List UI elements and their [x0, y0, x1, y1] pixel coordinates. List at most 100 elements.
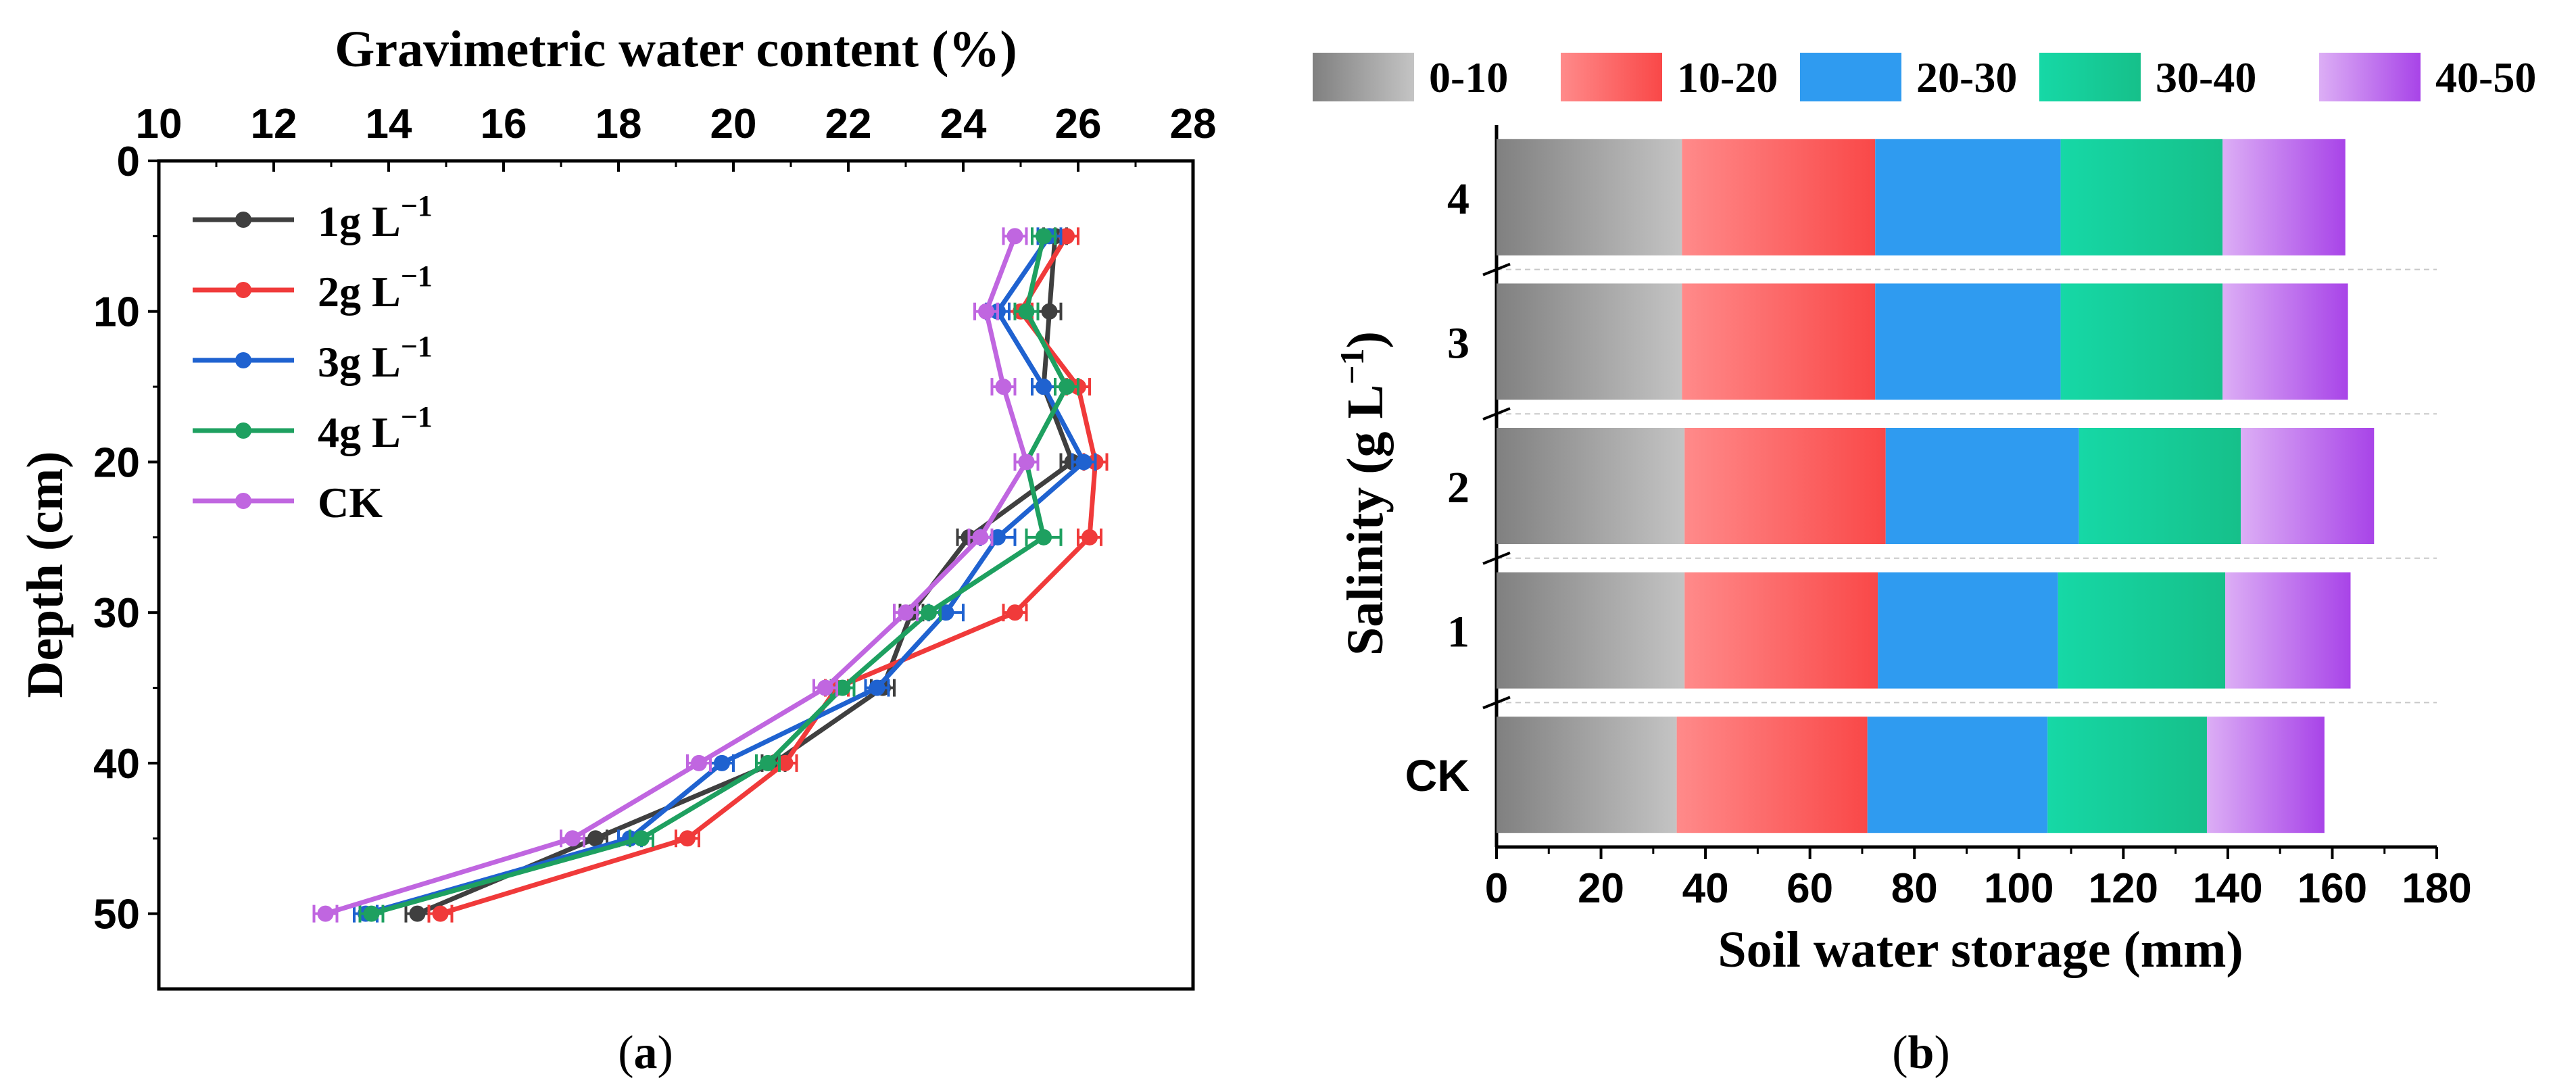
legend-label-sup-3g-l: −1 [401, 330, 433, 363]
data-point-4g-l [760, 754, 776, 771]
x-tick-group-b: 0 20 40 60 80 100 120 140 160 180 [1485, 847, 2472, 912]
legend-swatch-30-40 [2039, 53, 2141, 101]
x-axis-title-a: Gravimetric water content (%) [335, 21, 1017, 78]
data-point-1g-l [1041, 303, 1058, 320]
series-line-4g-l [370, 235, 1069, 917]
y-tick-label-a-50: 50 [93, 892, 140, 938]
legend-label-1g-l: 1g L−1 [318, 189, 433, 245]
data-point-ck [817, 679, 833, 696]
x-tick-group-a: 10 12 14 16 18 20 22 24 26 28 [136, 101, 1216, 172]
panel-label-b: (b) [1892, 1027, 1950, 1079]
legend-label-40-50: 40-50 [2435, 53, 2536, 101]
data-point-ck [972, 529, 989, 546]
y-tick-label-a-40: 40 [93, 741, 140, 788]
y-axis-title-b-main: Salinity (g L [1337, 385, 1394, 656]
x-tick-label-b-40: 40 [1682, 865, 1729, 912]
x-tick-label-a-10: 10 [136, 101, 183, 147]
legend-swatch-40-50 [2319, 53, 2421, 101]
data-point-2g-l [1082, 529, 1098, 546]
data-point-3g-l [1075, 454, 1092, 470]
data-point-1g-l [587, 830, 604, 847]
legend-marker-4g-l [235, 422, 251, 439]
panel-label-a-close: ) [658, 1027, 673, 1079]
category-label-ck: CK [1405, 750, 1470, 800]
data-point-ck [898, 604, 914, 621]
y-axis-title-b: Salinity (g L−1) [1333, 331, 1394, 656]
category-label-1: 1 [1447, 608, 1469, 657]
bar-4-40-50 [2222, 139, 2346, 256]
data-point-1g-l [409, 905, 426, 922]
y-tick-label-a-20: 20 [93, 439, 140, 486]
bar-4-20-30 [1875, 139, 2061, 256]
x-tick-label-a-18: 18 [596, 101, 642, 147]
x-tick-label-a-22: 22 [825, 101, 872, 147]
bar-1-40-50 [2225, 572, 2351, 689]
axis-break-mark [1482, 696, 1511, 710]
bar-1-10-20 [1684, 572, 1878, 689]
data-point-4g-l [1018, 303, 1035, 320]
axis-break-mark [1482, 407, 1511, 421]
x-tick-label-a-20: 20 [710, 101, 757, 147]
x-tick-label-a-24: 24 [940, 101, 987, 147]
bar-ck-40-50 [2206, 717, 2325, 833]
x-tick-label-b-100: 100 [1984, 865, 2053, 912]
bar-1-0-10 [1497, 572, 1685, 689]
panel-label-b-letter: b [1908, 1027, 1935, 1079]
y-axis-title-b-end: ) [1337, 331, 1394, 348]
x-tick-label-b-20: 20 [1578, 865, 1624, 912]
data-point-4g-l [1059, 379, 1075, 395]
data-point-ck [995, 379, 1012, 395]
data-point-4g-l [1036, 228, 1052, 245]
legend-marker-3g-l [235, 352, 251, 368]
x-tick-label-b-140: 140 [2193, 865, 2262, 912]
x-tick-label-b-0: 0 [1485, 865, 1508, 912]
category-label-2: 2 [1447, 463, 1469, 512]
legend-a: 1g L−12g L−13g L−14g L−1CK [193, 189, 433, 527]
legend-label-0-10: 0-10 [1429, 53, 1508, 101]
category-label-3: 3 [1447, 318, 1469, 368]
series-2g-l [427, 227, 1109, 923]
legend-label-sup-1g-l: −1 [401, 189, 433, 222]
series-line-ck [324, 235, 1029, 916]
series-ck [312, 227, 1040, 923]
bar-3-30-40 [2060, 283, 2223, 400]
data-point-ck [1006, 228, 1023, 245]
category-label-group-b: CK 1 2 3 4 [1405, 174, 1470, 800]
axis-break-mark [1482, 551, 1511, 565]
x-tick-label-b-60: 60 [1787, 865, 1833, 912]
legend-label-text-ck: CK [318, 479, 383, 527]
x-tick-label-b-80: 80 [1891, 865, 1938, 912]
y-tick-label-a-10: 10 [93, 289, 140, 336]
bar-2-30-40 [2079, 428, 2241, 544]
x-tick-label-b-160: 160 [2298, 865, 2367, 912]
legend-label-20-30: 20-30 [1916, 53, 2017, 101]
y-axis-title-b-sup: −1 [1333, 348, 1371, 385]
bar-4-0-10 [1497, 139, 1682, 256]
legend-label-30-40: 30-40 [2156, 53, 2256, 101]
x-tick-label-a-12: 12 [251, 101, 297, 147]
series-line-2g-l [439, 235, 1098, 916]
legend-label-10-20: 10-20 [1677, 53, 1778, 101]
y-tick-label-a-30: 30 [93, 590, 140, 637]
data-point-ck [691, 754, 707, 771]
x-axis-title-b: Soil water storage (mm) [1718, 921, 2243, 978]
legend-swatch-20-30 [1800, 53, 1901, 101]
legend-marker-ck [235, 493, 251, 509]
legend-label-text-3g-l: 3g L [318, 338, 401, 386]
panel-a-water-content-profile: Gravimetric water content (%) 10 12 14 16 18… [17, 21, 1216, 1079]
bar-ck-20-30 [1867, 717, 2048, 833]
bar-ck-10-20 [1676, 717, 1868, 833]
legend-label-4g-l: 4g L−1 [318, 400, 433, 456]
data-point-3g-l [1036, 379, 1052, 395]
legend-label-3g-l: 3g L−1 [318, 330, 433, 386]
bar-2-0-10 [1497, 428, 1685, 544]
panel-b-soil-water-storage: 0-10 10-20 20-30 30-40 40-50 0 20 40 60 80 100 120… [1313, 53, 2536, 1079]
x-tick-label-b-180: 180 [2402, 865, 2471, 912]
bar-1-20-30 [1878, 572, 2058, 689]
data-point-2g-l [1006, 604, 1023, 621]
data-point-4g-l [363, 905, 380, 922]
bar-2-10-20 [1684, 428, 1886, 544]
data-point-2g-l [432, 905, 449, 922]
legend-label-sup-2g-l: −1 [401, 260, 433, 293]
